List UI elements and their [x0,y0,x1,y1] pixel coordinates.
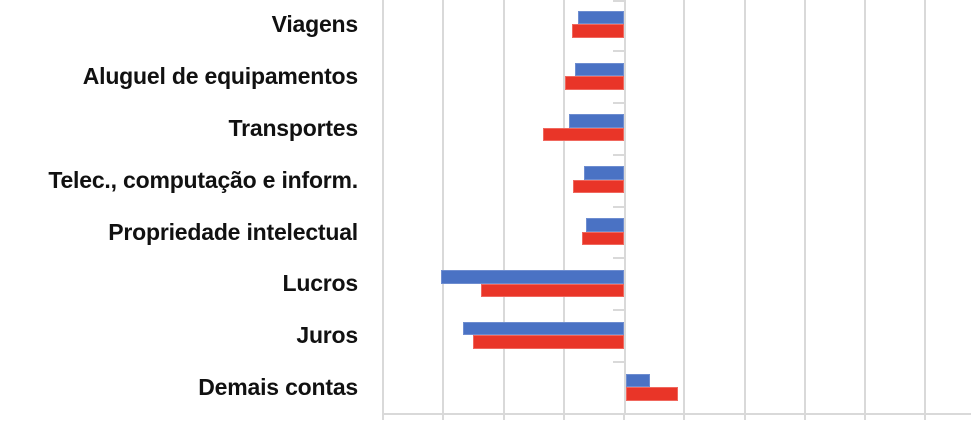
value-axis-tick [683,415,685,420]
gridline [744,0,746,413]
bar-blue-1 [575,62,624,77]
value-axis-tick [924,415,926,420]
bar-blue-2 [569,114,624,128]
value-axis-tick [864,415,866,420]
value-axis-tick [503,415,505,420]
value-axis-tick [744,415,746,420]
category-label: Aluguel de equipamentos [82,62,358,89]
bar-blue-6 [463,321,624,336]
value-axis-tick [563,415,565,420]
gridline [503,0,505,413]
category-axis-line [624,0,626,415]
bar-red-4 [582,231,624,246]
bar-blue-4 [586,218,624,232]
value-axis-tick [623,415,625,420]
category-label: Viagens [271,11,359,37]
gridline [924,0,926,413]
category-label: Demais contas [198,374,358,401]
category-axis-tick [613,206,624,208]
bar-blue-7 [626,373,650,388]
bar-red-0 [572,24,624,38]
gridline [864,0,866,413]
bar-blue-5 [441,270,624,284]
category-axis-tick [613,50,624,52]
category-label: Juros [296,322,358,349]
gridline [563,0,565,413]
bar-blue-3 [584,166,624,180]
bar-red-6 [473,335,624,349]
category-label: Propriedade intelectual [108,218,358,245]
value-axis-tick [804,415,806,420]
bar-blue-0 [578,10,624,25]
bar-red-5 [481,283,624,298]
category-axis-tick [613,102,624,104]
category-label: Telec., computação e inform. [48,166,358,193]
category-axis-tick [613,361,624,363]
value-axis-tick [382,415,384,420]
category-label: Transportes [228,114,359,141]
gridline [382,0,384,413]
category-axis-tick [613,154,624,156]
category-axis-tick [613,309,624,311]
bar-red-1 [565,76,624,90]
bar-red-3 [573,179,624,194]
value-axis-tick [442,415,444,420]
gridline [804,0,806,413]
gridline [683,0,685,413]
category-axis-tick [613,0,624,2]
value-axis-line [382,413,971,415]
bar-red-7 [626,387,678,401]
category-label: Lucros [282,270,359,297]
category-axis-tick [613,257,624,259]
bar-red-2 [543,127,624,142]
gridline [442,0,444,413]
